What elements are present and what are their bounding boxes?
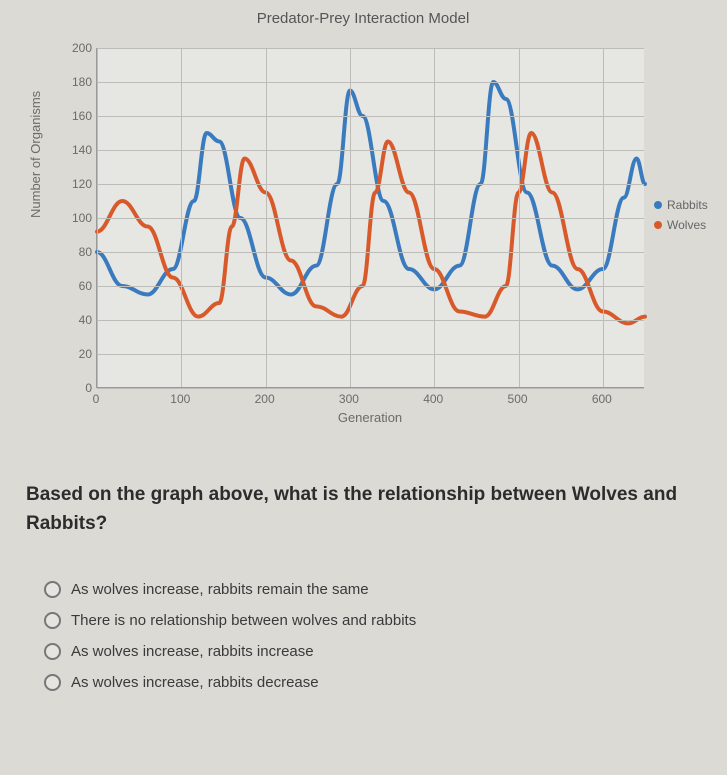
y-tick-label: 120	[66, 177, 92, 191]
x-tick-label: 0	[93, 392, 100, 406]
chart-title: Predator-Prey Interaction Model	[18, 10, 708, 27]
legend-dot-icon	[654, 201, 662, 209]
x-tick-label: 600	[592, 392, 612, 406]
option-label: As wolves increase, rabbits decrease	[71, 674, 319, 691]
options-group: As wolves increase, rabbits remain the s…	[18, 581, 717, 691]
y-tick-label: 140	[66, 143, 92, 157]
legend-item-rabbits: Rabbits	[654, 198, 708, 212]
y-tick-label: 200	[66, 41, 92, 55]
y-axis-label: Number of Organisms	[28, 91, 43, 218]
option-label: There is no relationship between wolves …	[71, 612, 416, 629]
option-2[interactable]: As wolves increase, rabbits increase	[44, 643, 717, 660]
radio-icon	[44, 612, 61, 629]
option-3[interactable]: As wolves increase, rabbits decrease	[44, 674, 717, 691]
x-tick-label: 100	[170, 392, 190, 406]
series-rabbits	[97, 82, 645, 295]
x-tick-label: 500	[508, 392, 528, 406]
legend-item-wolves: Wolves	[654, 218, 708, 232]
y-tick-label: 0	[66, 381, 92, 395]
y-tick-label: 180	[66, 75, 92, 89]
plot-area	[96, 48, 644, 388]
y-tick-label: 80	[66, 245, 92, 259]
chart-container: Predator-Prey Interaction Model Number o…	[18, 10, 708, 430]
legend: Rabbits Wolves	[654, 198, 708, 238]
question-text: Based on the graph above, what is the re…	[18, 480, 717, 539]
radio-icon	[44, 581, 61, 598]
option-label: As wolves increase, rabbits remain the s…	[71, 581, 369, 598]
y-tick-label: 20	[66, 347, 92, 361]
x-axis-label: Generation	[96, 410, 644, 425]
y-tick-label: 100	[66, 211, 92, 225]
y-tick-label: 160	[66, 109, 92, 123]
x-tick-label: 300	[339, 392, 359, 406]
series-wolves	[97, 133, 645, 323]
y-tick-label: 40	[66, 313, 92, 327]
x-tick-label: 400	[423, 392, 443, 406]
legend-dot-icon	[654, 221, 662, 229]
radio-icon	[44, 674, 61, 691]
radio-icon	[44, 643, 61, 660]
legend-label: Wolves	[667, 218, 706, 232]
option-1[interactable]: There is no relationship between wolves …	[44, 612, 717, 629]
option-label: As wolves increase, rabbits increase	[71, 643, 314, 660]
y-tick-label: 60	[66, 279, 92, 293]
option-0[interactable]: As wolves increase, rabbits remain the s…	[44, 581, 717, 598]
x-tick-label: 200	[255, 392, 275, 406]
legend-label: Rabbits	[667, 198, 708, 212]
